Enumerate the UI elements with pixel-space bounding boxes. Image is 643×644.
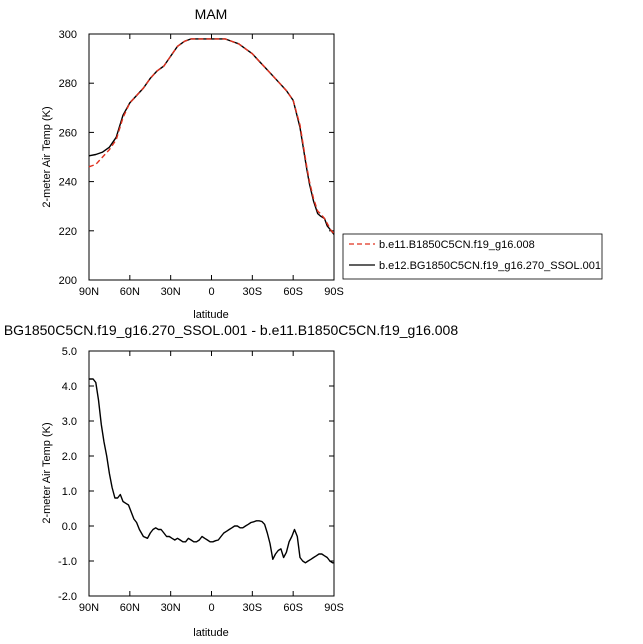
panel-bottom-xlabel: latitude [193, 627, 228, 639]
y-tick-label: 4.0 [62, 381, 77, 393]
x-tick-label: 90N [79, 602, 99, 614]
panel-top-series [88, 38, 335, 235]
y-tick-label: 300 [59, 29, 77, 41]
panel-bottom: BG1850C5CN.f19_g16.270_SSOL.001 - b.e11.… [4, 322, 459, 639]
x-tick-label: 30N [161, 602, 181, 614]
x-tick-label: 30S [243, 602, 263, 614]
y-tick-label: 1.0 [62, 486, 77, 498]
x-tick-label: 30S [243, 286, 263, 298]
x-tick-label: 90N [79, 286, 99, 298]
x-tick-label: 60N [120, 286, 140, 298]
x-tick-label: 60S [283, 286, 303, 298]
legend-label-e11: b.e11.B1850C5CN.f19_g16.008 [379, 239, 535, 251]
x-tick-label: 60N [120, 602, 140, 614]
y-tick-label: 220 [59, 226, 77, 238]
panel-top-ticks: 90N 60N 30N 0 30S 60S 90S 200 220 240 260 280 300 [59, 29, 344, 298]
panel-bottom-title: BG1850C5CN.f19_g16.270_SSOL.001 - b.e11.… [4, 322, 459, 338]
panel-bottom-series [89, 378, 334, 564]
y-tick-label: 240 [59, 177, 77, 189]
x-tick-label: 0 [208, 602, 214, 614]
panel-top-title: MAM [195, 6, 228, 22]
panel-top-ylabel: 2-meter Air Temp (K) [41, 106, 53, 207]
panel-bottom-ylabel: 2-meter Air Temp (K) [41, 422, 53, 523]
x-tick-label: 90S [324, 602, 344, 614]
x-tick-label: 0 [208, 286, 214, 298]
x-tick-label: 30N [161, 286, 181, 298]
panel-bottom-ticks: 90N 60N 30N 0 30S 60S 90S -2.0 -1.0 0.0 1.0 2.0 3.0 4… [58, 346, 344, 614]
panel-top: MAM 90N 60N 30N 0 30S 60S 90S 200 220 240 260 280 30… [41, 6, 344, 321]
y-tick-label: 5.0 [62, 346, 77, 358]
y-tick-label: 260 [59, 127, 77, 139]
y-tick-label: 0.0 [62, 521, 77, 533]
x-tick-label: 60S [283, 602, 303, 614]
legend-label-e12: b.e12.BG1850C5CN.f19_g16.270_SSOL.001 [379, 260, 601, 272]
panel-top-xlabel: latitude [193, 309, 228, 321]
y-tick-label: 2.0 [62, 451, 77, 463]
x-tick-label: 90S [324, 286, 344, 298]
series-line-b.e12.BG1850C5CN.f19_g16.270_SSOL.001 [88, 38, 335, 235]
panel-top-plot-frame [88, 33, 335, 281]
series-line-b.e11.B1850C5CN.f19_g16.008 [88, 38, 335, 234]
y-tick-label: 200 [59, 275, 77, 287]
y-tick-label: 3.0 [62, 416, 77, 428]
legend: b.e11.B1850C5CN.f19_g16.008 b.e12.BG1850… [342, 233, 603, 280]
legend-box [342, 233, 603, 280]
panel-bottom-plot-frame [88, 350, 335, 597]
y-tick-label: 280 [59, 78, 77, 90]
series-line-diff-0 [89, 378, 334, 564]
y-tick-label: -1.0 [58, 556, 77, 568]
y-tick-label: -2.0 [58, 591, 77, 603]
